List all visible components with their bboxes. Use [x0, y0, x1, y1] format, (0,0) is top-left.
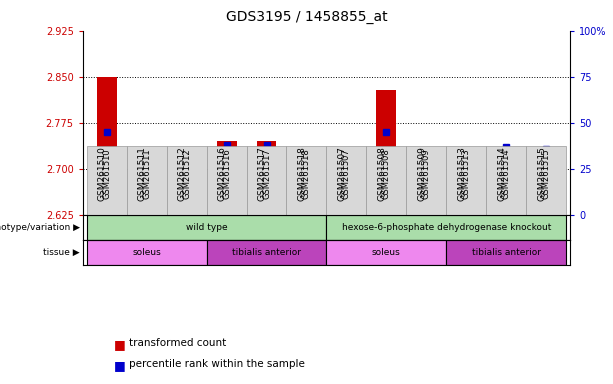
Text: tibialis anterior: tibialis anterior: [471, 248, 541, 257]
Bar: [167, 146, 207, 215]
Bar: [207, 240, 327, 265]
Bar: [456, 205, 476, 215]
Bar: [376, 90, 397, 215]
Text: GSM261517: GSM261517: [262, 148, 271, 199]
Bar: [286, 146, 326, 215]
Text: GSM261510: GSM261510: [102, 148, 111, 199]
Bar: [327, 215, 566, 240]
Bar: [246, 146, 286, 215]
Text: GSM261518: GSM261518: [297, 146, 306, 201]
Text: GSM261508: GSM261508: [382, 148, 391, 199]
Text: GSM261507: GSM261507: [337, 146, 346, 201]
Text: percentile rank within the sample: percentile rank within the sample: [129, 359, 305, 369]
Text: GSM261509: GSM261509: [422, 148, 431, 199]
Bar: [367, 146, 406, 215]
Bar: [207, 146, 246, 215]
Text: GSM261511: GSM261511: [142, 148, 151, 199]
Bar: [327, 146, 367, 215]
Text: GSM261514: GSM261514: [497, 146, 506, 201]
Bar: [536, 189, 556, 215]
Bar: [97, 77, 116, 215]
Bar: [127, 146, 167, 215]
Text: GSM261516: GSM261516: [218, 146, 227, 201]
Text: GSM261517: GSM261517: [257, 146, 267, 201]
Text: genotype/variation ▶: genotype/variation ▶: [0, 223, 80, 232]
Text: GSM261513: GSM261513: [457, 146, 466, 201]
Text: GSM261516: GSM261516: [222, 148, 231, 199]
Bar: [337, 206, 356, 215]
Text: soleus: soleus: [132, 248, 161, 257]
Bar: [496, 151, 516, 215]
Text: GSM261518: GSM261518: [302, 148, 311, 199]
Bar: [297, 175, 316, 215]
Text: GSM261512: GSM261512: [178, 146, 186, 201]
Bar: [406, 146, 446, 215]
Text: wild type: wild type: [186, 223, 227, 232]
Text: GSM261512: GSM261512: [182, 148, 191, 199]
Text: transformed count: transformed count: [129, 338, 226, 348]
Bar: [446, 146, 486, 215]
Text: GSM261511: GSM261511: [138, 146, 147, 201]
Bar: [137, 203, 157, 215]
Text: GSM261515: GSM261515: [537, 146, 546, 201]
Text: GSM261507: GSM261507: [342, 148, 351, 199]
Text: GSM261510: GSM261510: [97, 146, 107, 201]
Text: ■: ■: [113, 338, 125, 351]
Text: hexose-6-phosphate dehydrogenase knockout: hexose-6-phosphate dehydrogenase knockou…: [341, 223, 551, 232]
Text: ■: ■: [113, 359, 125, 372]
Text: GSM261513: GSM261513: [462, 148, 471, 199]
Bar: [327, 240, 446, 265]
Bar: [87, 240, 207, 265]
Bar: [256, 141, 276, 215]
Text: GSM261515: GSM261515: [542, 148, 550, 199]
Text: tibialis anterior: tibialis anterior: [232, 248, 301, 257]
Text: GSM261509: GSM261509: [417, 146, 426, 201]
Bar: [87, 215, 327, 240]
Text: GDS3195 / 1458855_at: GDS3195 / 1458855_at: [226, 10, 387, 23]
Bar: [486, 146, 526, 215]
Bar: [416, 184, 436, 215]
Bar: [87, 146, 127, 215]
Bar: [216, 141, 237, 215]
Text: tissue ▶: tissue ▶: [43, 248, 80, 257]
Bar: [446, 240, 566, 265]
Text: GSM261508: GSM261508: [378, 146, 386, 201]
Text: GSM261514: GSM261514: [501, 148, 511, 199]
Text: soleus: soleus: [372, 248, 401, 257]
Bar: [177, 201, 197, 215]
Bar: [526, 146, 566, 215]
